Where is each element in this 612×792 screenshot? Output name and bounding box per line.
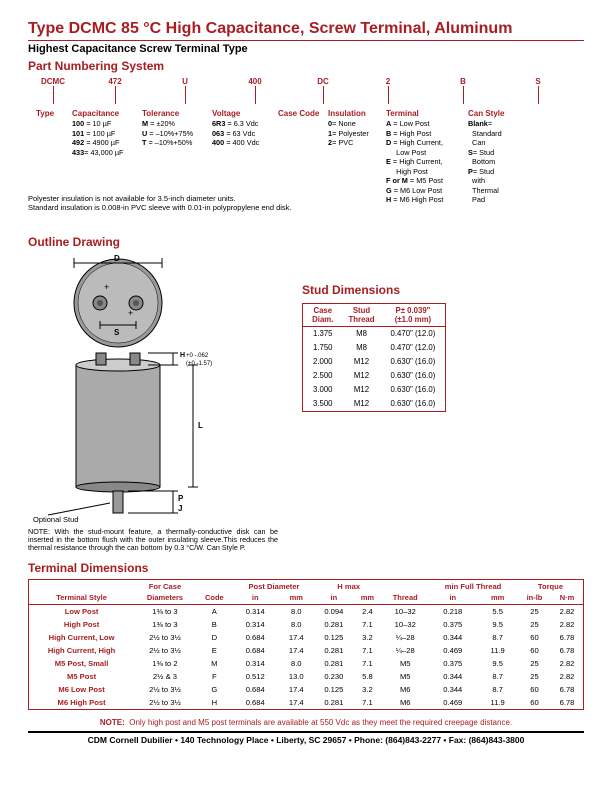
section-outline: Outline Drawing — [28, 235, 584, 249]
drawing-note: NOTE: With the stud-mount feature, a the… — [28, 528, 278, 553]
svg-text:J: J — [178, 504, 182, 513]
svg-text:+: + — [104, 282, 109, 292]
svg-text:(+0 -1.57): (+0 -1.57) — [186, 361, 212, 367]
bottom-note: NOTE: Only high post and M5 post termina… — [28, 718, 584, 727]
partnum-top-row: DCMC 472 U 400 DC 2 B S — [28, 77, 584, 107]
optional-stud-label: Optional Stud — [33, 515, 283, 524]
svg-text:H: H — [180, 352, 185, 359]
terminal-dimensions-table: For CasePost DiameterH maxmin Full Threa… — [28, 579, 584, 710]
section-partnum: Part Numbering System — [28, 59, 584, 73]
svg-text:L: L — [198, 421, 203, 430]
section-stud: Stud Dimensions — [302, 283, 584, 297]
stud-dimensions-table: CaseDiam.StudThreadP± 0.039"(±1.0 mm) 1.… — [302, 303, 446, 412]
svg-text:S: S — [114, 328, 120, 337]
svg-text:+0 -.062: +0 -.062 — [186, 353, 209, 359]
svg-text:+: + — [128, 308, 133, 318]
page-title: Type DCMC 85 °C High Capacitance, Screw … — [28, 20, 584, 38]
svg-text:P: P — [178, 494, 184, 503]
svg-text:D: D — [114, 254, 120, 263]
capacitor-drawing: + + D S H +0 -.062 (+0 -1.57) L — [28, 253, 278, 571]
partnum-columns: Type Capacitance 100 = 10 µF101 = 100 µF… — [28, 109, 584, 205]
page-footer: CDM Cornell Dubilier • 140 Technology Pl… — [28, 731, 584, 745]
partnum-note: Polyester insulation is not available fo… — [28, 194, 292, 212]
page-subtitle: Highest Capacitance Screw Terminal Type — [28, 43, 584, 55]
